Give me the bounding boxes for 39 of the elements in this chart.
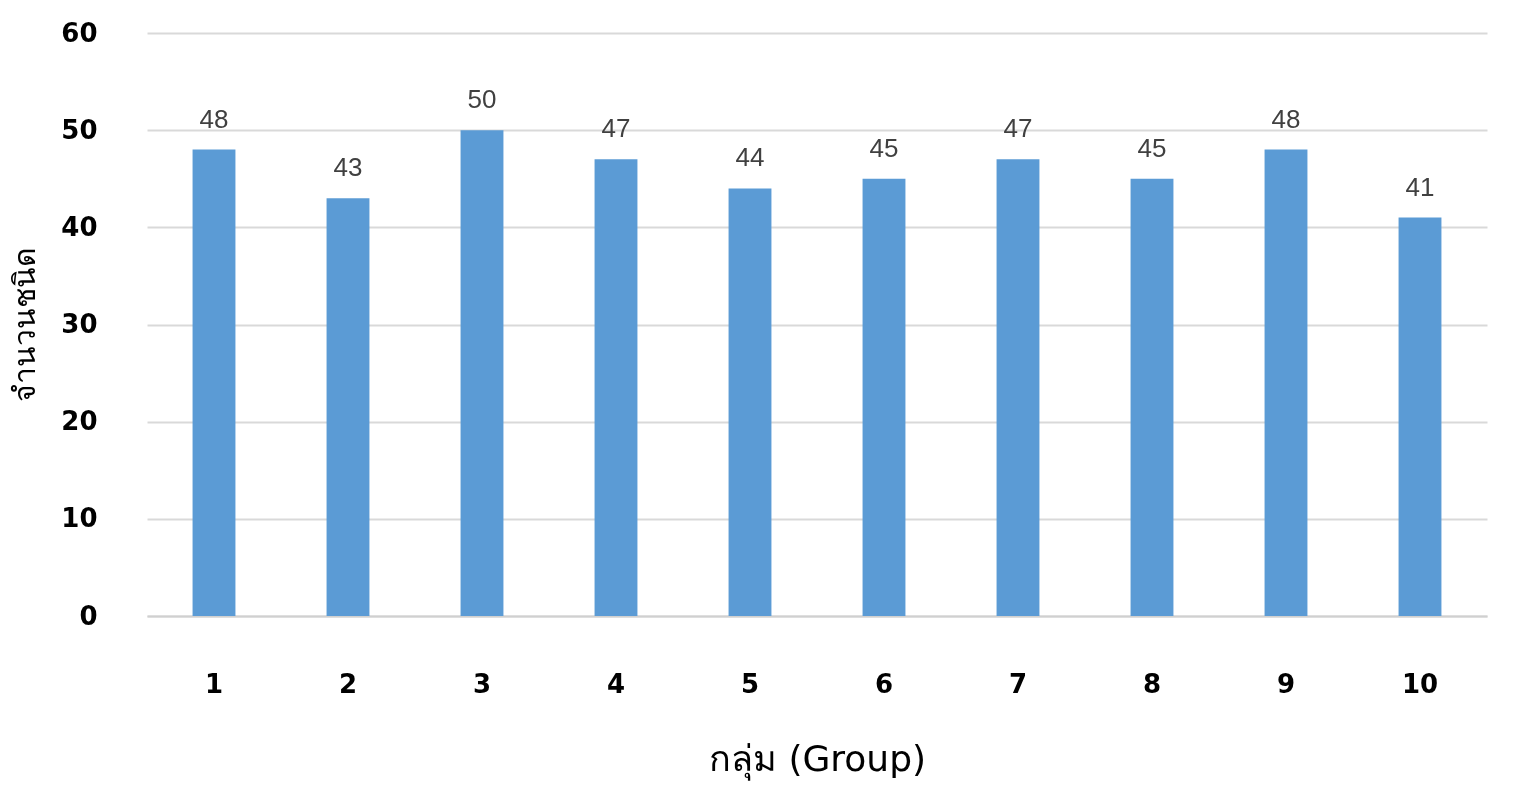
y-axis-title: จำนวนชนิด (7, 248, 43, 402)
data-label: 44 (735, 142, 765, 173)
data-label: 45 (1137, 132, 1167, 163)
bar (728, 188, 772, 616)
x-tick-label: 8 (1142, 668, 1162, 699)
y-tick-label: 20 (61, 406, 98, 437)
x-tick-label: 2 (338, 668, 358, 699)
data-label: 47 (1003, 113, 1033, 144)
bar (1130, 178, 1174, 616)
bar (460, 130, 504, 616)
y-tick-label: 50 (61, 114, 98, 145)
y-tick-label: 10 (61, 503, 98, 534)
x-tick-label: 5 (740, 668, 760, 699)
data-label: 45 (869, 132, 899, 163)
bar (996, 159, 1040, 616)
bar (594, 159, 638, 616)
data-label: 48 (199, 103, 229, 134)
y-tick-label: 30 (61, 309, 98, 339)
bar (1264, 149, 1308, 616)
y-tick-label: 40 (61, 211, 98, 242)
y-tick-label: 0 (79, 600, 98, 631)
data-label: 47 (601, 113, 631, 144)
x-tick-label: 6 (874, 668, 894, 699)
data-label: 50 (467, 84, 497, 115)
bar (862, 178, 906, 616)
data-label: 41 (1405, 171, 1435, 202)
x-tick-label: 4 (606, 668, 626, 699)
bar (326, 198, 370, 616)
x-axis-title: กลุ่ม (Group) (708, 737, 927, 781)
x-tick-label: 10 (1401, 668, 1439, 699)
data-label: 43 (333, 152, 363, 183)
bar (1398, 217, 1442, 616)
x-tick-label: 9 (1276, 668, 1296, 699)
bar (192, 149, 236, 616)
y-tick-label: 60 (61, 17, 98, 48)
x-tick-label: 1 (204, 668, 224, 699)
x-tick-label: 7 (1008, 668, 1028, 699)
data-label: 48 (1271, 103, 1301, 134)
x-tick-label: 3 (472, 668, 492, 699)
